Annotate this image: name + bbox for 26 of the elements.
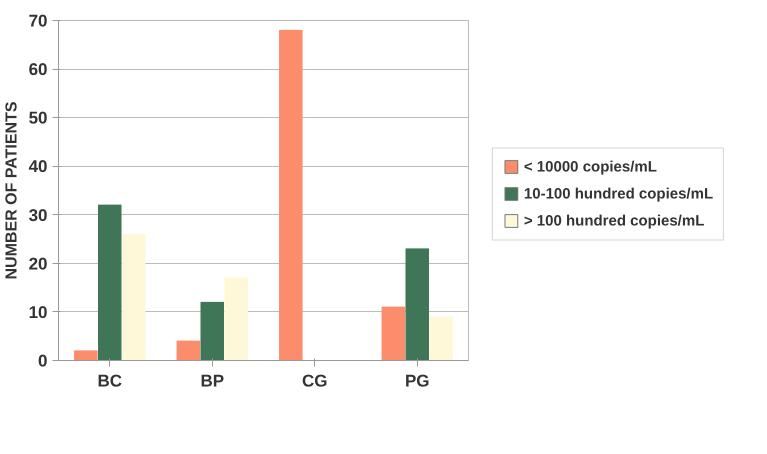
y-tick-label: 10 [28, 302, 48, 322]
bar [200, 302, 224, 360]
x-tick-label: CG [302, 372, 328, 390]
bar [122, 234, 146, 360]
bar [429, 316, 453, 360]
y-tick-label: 30 [28, 206, 48, 225]
bar [382, 306, 406, 360]
x-tick-label: BC [97, 372, 122, 390]
legend-label: 10-100 hundred copies/mL [524, 185, 714, 202]
y-tick-label: 60 [28, 60, 48, 80]
bar [224, 278, 248, 360]
y-tick-label: 50 [28, 108, 48, 128]
legend-label: < 10000 copies/mL [524, 158, 657, 175]
y-tick-label: 0 [38, 352, 48, 370]
y-axis-title: NUMBER OF PATIENTS [4, 101, 21, 280]
bar [176, 340, 200, 360]
y-tick-label: 40 [28, 157, 48, 176]
x-tick-label: PG [404, 372, 430, 390]
y-tick-label: 20 [28, 254, 48, 274]
bar [405, 248, 430, 360]
bar [98, 204, 122, 360]
x-tick-label: BP [200, 372, 224, 390]
bar [74, 350, 98, 360]
legend-label: > 100 hundred copies/mL [524, 212, 704, 229]
y-tick-label: 70 [28, 12, 48, 30]
bar [279, 30, 303, 360]
